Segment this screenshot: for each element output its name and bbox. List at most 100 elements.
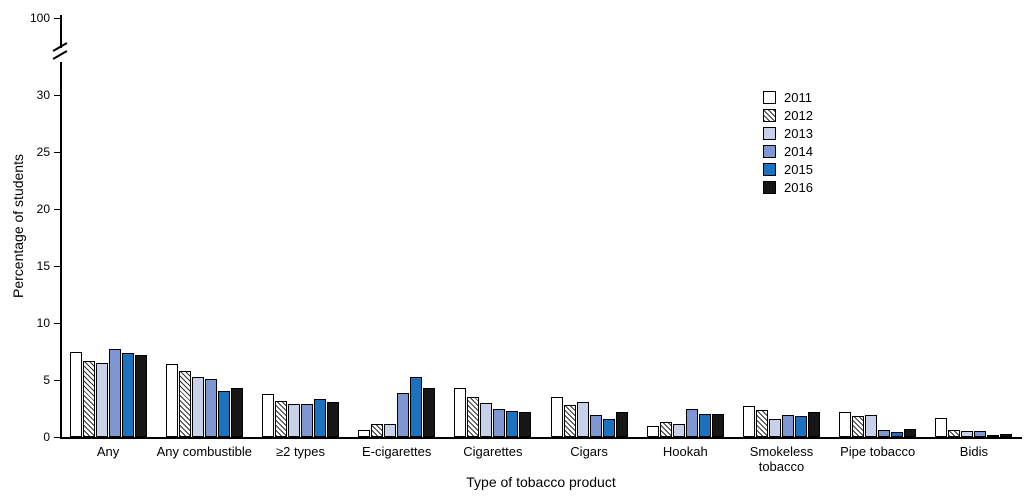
legend-swatch-2011 xyxy=(763,90,776,104)
bar xyxy=(698,414,711,437)
legend-label: 2016 xyxy=(784,179,813,195)
bar xyxy=(550,397,563,437)
bar xyxy=(935,417,948,437)
legend-swatch-2015 xyxy=(763,162,776,176)
bar xyxy=(165,364,178,437)
bar xyxy=(95,362,108,437)
bar xyxy=(301,403,313,437)
bar xyxy=(711,414,724,437)
legend-label: 2012 xyxy=(784,107,813,123)
legend-row: 2015 xyxy=(763,160,813,178)
category-label: Smokeless tobacco xyxy=(749,444,814,474)
y-tick xyxy=(54,152,60,154)
y-tick xyxy=(54,323,60,325)
y-tick-label: 30 xyxy=(36,88,50,102)
bar xyxy=(384,424,397,437)
legend-swatch-2016 xyxy=(763,180,776,194)
bar xyxy=(685,408,698,437)
y-tick xyxy=(54,95,60,97)
bar xyxy=(563,405,576,437)
category-label: Cigarettes xyxy=(463,444,523,459)
bar xyxy=(506,410,519,437)
bar xyxy=(480,402,493,437)
bar xyxy=(217,391,230,437)
bar xyxy=(69,351,82,437)
bar xyxy=(262,393,274,437)
bar xyxy=(782,415,794,437)
bar xyxy=(371,424,384,437)
legend-label: 2015 xyxy=(784,161,813,177)
bar xyxy=(576,401,589,437)
bar xyxy=(602,418,615,437)
bar xyxy=(974,431,987,437)
bar xyxy=(904,429,917,437)
bar xyxy=(878,430,891,437)
bar xyxy=(423,387,436,437)
legend-label: 2014 xyxy=(784,143,813,159)
bar xyxy=(865,415,878,437)
y-tick-label: 10 xyxy=(36,316,50,330)
y-tick xyxy=(54,209,60,211)
y-tick-label: 25 xyxy=(36,145,50,159)
bar xyxy=(987,434,1000,437)
legend-swatch-2012 xyxy=(763,108,776,122)
legend-row: 2012 xyxy=(763,106,813,124)
y-axis-line xyxy=(60,15,62,48)
x-axis-line xyxy=(60,437,1022,439)
category-label: Pipe tobacco xyxy=(840,444,916,459)
y-tick-label: 20 xyxy=(36,202,50,216)
x-axis-title: Type of tobacco product xyxy=(466,474,616,490)
bar xyxy=(275,400,287,437)
bar xyxy=(327,401,339,437)
bar xyxy=(519,411,532,437)
bar xyxy=(191,376,204,437)
category-label: Any xyxy=(96,444,120,459)
category-label: Hookah xyxy=(662,444,708,459)
legend-label: 2011 xyxy=(784,89,812,105)
bar xyxy=(314,399,326,437)
bar xyxy=(454,387,467,437)
legend-swatch-2013 xyxy=(763,126,776,140)
bar xyxy=(743,406,755,437)
bar xyxy=(948,430,961,437)
bar xyxy=(659,422,672,437)
bar xyxy=(646,425,659,437)
legend-row: 2013 xyxy=(763,124,813,142)
y-tick-label: 15 xyxy=(36,259,50,273)
category-label: E-cigarettes xyxy=(362,444,432,459)
category-label: Cigars xyxy=(570,444,608,459)
y-tick xyxy=(54,18,60,20)
y-axis-title: Percentage of students xyxy=(10,154,26,298)
bar xyxy=(204,378,217,437)
category-label: Any combustible xyxy=(156,444,252,459)
bar xyxy=(230,387,243,437)
legend-swatch-2014 xyxy=(763,144,776,158)
bar xyxy=(397,392,410,437)
bar xyxy=(852,416,865,437)
bar xyxy=(358,430,371,437)
bar xyxy=(121,352,134,437)
bar xyxy=(756,409,768,437)
bar xyxy=(672,424,685,437)
bar xyxy=(467,397,480,437)
bar xyxy=(1000,433,1013,437)
legend-row: 2014 xyxy=(763,142,813,160)
bar xyxy=(891,432,904,437)
y-tick xyxy=(54,266,60,268)
bar xyxy=(82,360,95,437)
bar xyxy=(108,349,121,437)
y-axis-line xyxy=(60,62,62,438)
bar xyxy=(839,411,852,437)
bar xyxy=(769,418,781,437)
y-tick xyxy=(54,380,60,382)
bar xyxy=(589,415,602,437)
y-tick-label: 5 xyxy=(43,373,50,387)
bar xyxy=(493,408,506,437)
bar xyxy=(178,370,191,437)
bar xyxy=(808,411,820,437)
bar xyxy=(961,431,974,437)
legend-label: 2013 xyxy=(784,125,813,141)
bar xyxy=(795,416,807,437)
legend: 2011 2012 2013 2014 2015 2016 xyxy=(763,88,813,196)
